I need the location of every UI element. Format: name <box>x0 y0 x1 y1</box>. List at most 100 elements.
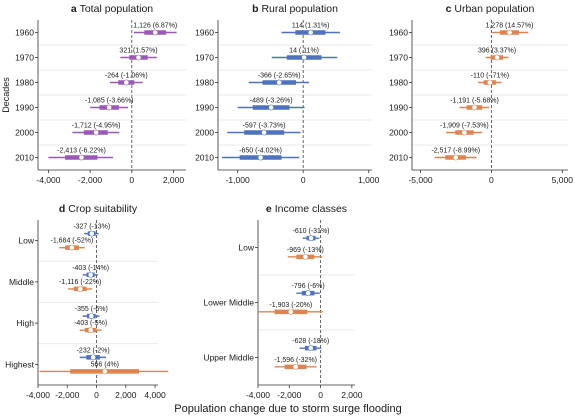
x-tick-label: 0 <box>301 175 306 185</box>
data-label: -403 (-14%) <box>72 265 109 272</box>
point-estimate <box>101 368 108 375</box>
data-label: -264 (-1.06%) <box>105 73 148 80</box>
panel-b: b Rural population -1,000 0 1,000 1960 1970 19… <box>195 3 380 185</box>
y-tick-label: 2010 <box>389 153 408 163</box>
point-estimate <box>276 79 283 86</box>
panel-title: b Rural population <box>252 3 338 15</box>
point-estimate <box>135 54 142 61</box>
point-estimate <box>152 29 159 36</box>
y-tick-label: Low <box>238 243 254 253</box>
x-tick-label: 2,000 <box>115 390 137 400</box>
point-estimate <box>257 154 264 161</box>
point-estimate <box>123 79 130 86</box>
data-label: -969 (-13%) <box>287 247 324 254</box>
x-tick-label: -4,000 <box>246 390 270 400</box>
data-label: -650 (-4.02%) <box>239 148 282 155</box>
panel-letter: c <box>446 3 455 15</box>
panel-title: e Income classes <box>266 203 347 215</box>
y-tick-label: Upper Middle <box>203 353 254 363</box>
data-label: -2,517 (-8.99%) <box>431 148 480 155</box>
panel-letter: a <box>71 3 80 15</box>
y-tick-label: 1960 <box>15 28 34 38</box>
figure-x-axis-label: Population change due to storm surge flo… <box>174 403 402 415</box>
point-estimate <box>90 354 97 361</box>
point-estimate <box>486 79 493 86</box>
data-label: -1,909 (-7.53%) <box>440 123 489 130</box>
point-estimate <box>494 54 500 61</box>
x-tick-label: 4,000 <box>144 390 166 400</box>
x-tick-label: 2,000 <box>341 390 363 400</box>
point-estimate <box>452 154 459 161</box>
y-tick-label: 1980 <box>195 78 214 88</box>
panel-title: d Crop suitability <box>59 203 138 215</box>
point-estimate <box>88 230 95 237</box>
panel-letter: e <box>266 203 275 215</box>
point-estimate <box>307 345 314 352</box>
panel-letter: b <box>252 3 261 15</box>
point-estimate <box>77 285 84 292</box>
point-estimate <box>305 290 312 297</box>
panel-title: c Urban population <box>446 3 535 15</box>
data-label: -628 (-18%) <box>292 338 329 345</box>
x-tick-label: 1,000 <box>358 175 380 185</box>
data-label: -1,596 (-32%) <box>274 357 317 364</box>
point-estimate <box>506 29 513 36</box>
panel-e: e Income classes -4,000 -2,000 0 2,000 Low Low… <box>203 203 362 400</box>
chart-panels: a Total population -4,000 -2,000 0 2,000 1960… <box>1 3 573 400</box>
y-tick-label: 1970 <box>389 53 408 63</box>
data-label: -1,191 (-5.68%) <box>450 98 499 105</box>
point-estimate <box>471 104 478 111</box>
data-label: 1,126 (6.87%) <box>133 23 177 30</box>
data-label: 321 (1.57%) <box>119 48 157 55</box>
x-tick-label: -1,000 <box>226 175 250 185</box>
data-label: -403 (-5%) <box>74 320 107 327</box>
x-tick-label: -4,000 <box>26 390 50 400</box>
x-tick-label: 0 <box>129 175 134 185</box>
data-label: -355 (-6%) <box>75 306 108 313</box>
y-tick-label: 1960 <box>389 28 408 38</box>
data-label: 396 (3.37%) <box>478 48 516 55</box>
x-tick-label: -2,000 <box>55 390 79 400</box>
point-estimate <box>268 104 275 111</box>
y-tick-label: 2000 <box>15 128 34 138</box>
y-tick-label: Low <box>18 236 34 246</box>
panel-title-text: Income classes <box>275 203 347 215</box>
y-tick-label: 1970 <box>195 53 214 63</box>
panel-title: a Total population <box>71 3 153 15</box>
data-label: -1,684 (-52%) <box>50 238 93 245</box>
x-tick-label: 2,000 <box>163 175 185 185</box>
point-estimate <box>302 253 309 260</box>
data-label: -597 (-3.73%) <box>243 123 286 130</box>
point-estimate <box>106 104 113 111</box>
x-tick-label: -4,000 <box>36 175 60 185</box>
y-tick-label: 2000 <box>389 128 408 138</box>
x-tick-label: 0 <box>489 175 494 185</box>
panel-letter: d <box>59 203 68 215</box>
panel-d: d Crop suitability -4,000 -2,000 0 2,000 4,00… <box>5 203 169 400</box>
point-estimate <box>292 363 299 370</box>
y-tick-label: 1990 <box>389 103 408 113</box>
y-tick-label: 1980 <box>389 78 408 88</box>
point-estimate <box>261 129 267 136</box>
data-label: -1,116 (-22%) <box>59 279 101 286</box>
point-estimate <box>308 235 314 242</box>
point-estimate <box>287 308 294 315</box>
panel-title-text: Crop suitability <box>68 203 138 215</box>
point-estimate <box>301 54 308 61</box>
data-label: -2,413 (-6.22%) <box>57 148 106 155</box>
y-tick-label: 2010 <box>15 153 34 163</box>
y-tick-label: 1960 <box>195 28 214 38</box>
data-label: -1,085 (-3.66%) <box>85 98 134 105</box>
point-estimate <box>461 129 468 136</box>
y-tick-label: Highest <box>5 359 34 369</box>
point-estimate <box>87 327 94 334</box>
data-label: 114 (1.31%) <box>292 23 330 30</box>
data-label: -610 (-31%) <box>293 228 330 235</box>
panel-title-text: Total population <box>80 3 154 15</box>
y-tick-label: 1980 <box>15 78 34 88</box>
y-tick-label: High <box>17 318 35 328</box>
panel-title-text: Rural population <box>261 3 338 15</box>
x-tick-label: 5,000 <box>552 175 574 185</box>
data-label: -1,903 (-20%) <box>269 302 312 309</box>
x-tick-label: -2,000 <box>277 390 301 400</box>
